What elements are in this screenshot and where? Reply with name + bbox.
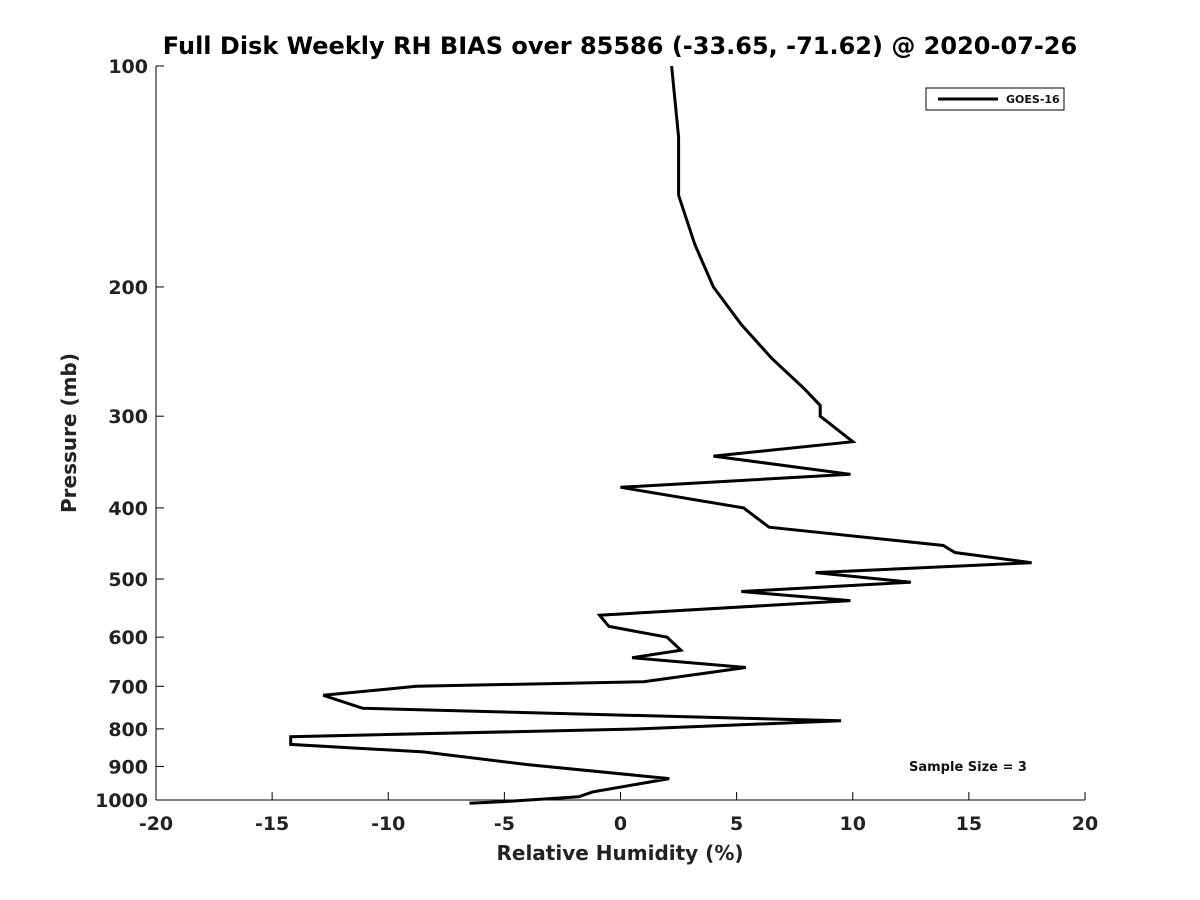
chart-title: Full Disk Weekly RH BIAS over 85586 (-33… (163, 32, 1077, 60)
series-line-goes-16 (289, 65, 1032, 805)
legend: GOES-16 (925, 87, 1065, 111)
y-tick-label: 600 (108, 627, 148, 649)
x-tick-label: 10 (840, 813, 866, 835)
y-tick-label: 500 (108, 569, 148, 591)
x-tick-label: -10 (371, 813, 405, 835)
y-tick-label: 200 (108, 277, 148, 299)
y-tick-label: 700 (108, 676, 148, 698)
x-tick-label: -5 (494, 813, 515, 835)
y-ticks: 100 200 300 400 500 600 700 800 900 1000 (95, 56, 164, 812)
y-tick-label: 400 (108, 498, 148, 520)
y-tick-label: 1000 (95, 790, 148, 812)
y-tick-label: 900 (108, 756, 148, 778)
x-tick-label: 5 (730, 813, 743, 835)
x-tick-label: 15 (956, 813, 982, 835)
legend-label: GOES-16 (1006, 93, 1060, 106)
x-tick-label: -15 (255, 813, 289, 835)
x-axis-label: Relative Humidity (%) (496, 841, 743, 865)
y-axis-label: Pressure (mb) (57, 353, 81, 513)
series-layer (289, 65, 1032, 805)
axes (155, 66, 1085, 801)
x-tick-label: 0 (614, 813, 627, 835)
x-tick-label: 20 (1072, 813, 1098, 835)
x-ticks: -20 -15 -10 -5 0 5 10 15 20 (139, 792, 1098, 835)
x-tick-label: -20 (139, 813, 173, 835)
sample-size-annotation: Sample Size = 3 (909, 760, 1027, 775)
y-tick-label: 100 (108, 56, 148, 78)
y-tick-label: 300 (108, 406, 148, 428)
y-tick-label: 800 (108, 719, 148, 741)
